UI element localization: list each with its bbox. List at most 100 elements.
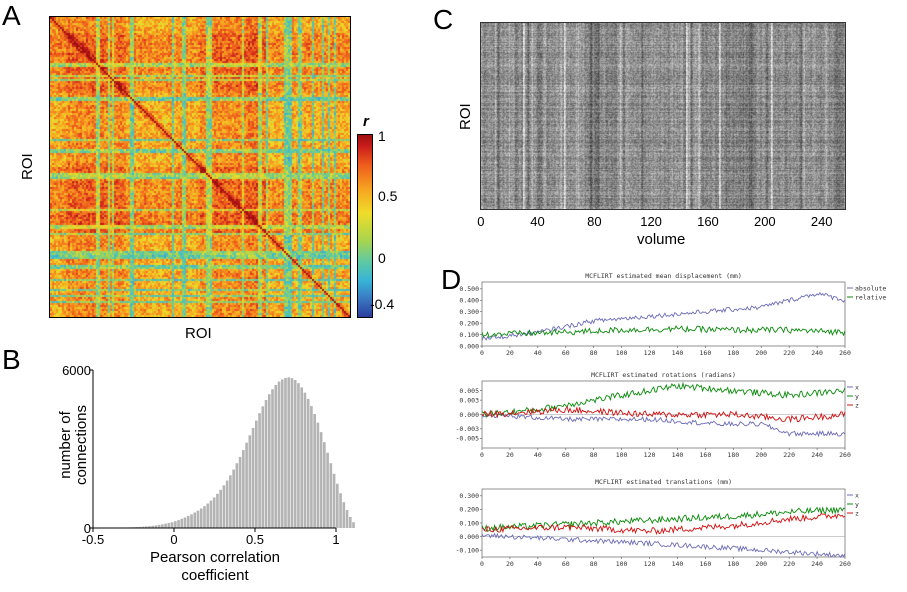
motion-plot-rotations: MCFLIRT estimated rotations (radians) 0 20…: [456, 371, 859, 459]
x-tick-label: 120: [644, 560, 656, 568]
histogram-bar: [284, 377, 287, 528]
x-tick-label: 140: [672, 451, 684, 459]
histogram-bar: [310, 406, 313, 528]
histogram-bar: [345, 510, 349, 528]
histogram-bar: [180, 518, 184, 528]
histogram-bar: [348, 516, 352, 528]
y-tick-label: 0: [84, 521, 91, 536]
y-tick-label: -0.100: [456, 547, 480, 555]
histogram-bar: [245, 442, 248, 528]
x-tick-label: 260: [839, 349, 851, 357]
histogram-bar: [238, 456, 242, 528]
x-tick-label: 0.5: [246, 532, 264, 547]
motion-plot-translations: MCFLIRT estimated translations (mm) 0 20 40…: [456, 478, 859, 568]
histogram-bar: [297, 383, 300, 528]
x-tick-label: 240: [811, 560, 823, 568]
histogram-bar: [267, 394, 271, 528]
histogram-bar: [248, 435, 252, 528]
x-tick-label: 0: [480, 451, 484, 459]
histogram-bar: [352, 522, 355, 528]
x-tick-label: 120: [644, 451, 656, 459]
x-tick-label: 80: [590, 451, 598, 459]
panel-letter-c: C: [433, 4, 454, 35]
histogram-bar: [329, 463, 333, 528]
histogram-bar: [193, 512, 197, 528]
y-tick-label: 0.003: [459, 396, 479, 404]
panel-letter-b: B: [2, 344, 21, 375]
y-tick-label: 0.100: [459, 331, 479, 339]
x-tick-label: 140: [672, 349, 684, 357]
x-tick-label: 100: [616, 560, 628, 568]
histogram-ylabel: connections: [73, 405, 90, 485]
histogram-bar: [157, 524, 161, 528]
x-tick-label: 60: [562, 349, 570, 357]
carpet-xlabel: volume: [637, 231, 686, 248]
y-tick-label: 6000: [62, 363, 91, 378]
x-tick-label: 80: [590, 349, 598, 357]
carpet-xtick: 160: [697, 214, 719, 229]
carpet-xtick: 120: [640, 214, 662, 229]
histogram-bar: [242, 450, 245, 528]
y-tick-label: -0.005: [456, 435, 480, 443]
histogram-bar: [196, 510, 200, 528]
y-tick-label: 0.300: [459, 308, 479, 316]
x-tick-label: 240: [811, 349, 823, 357]
histogram-bar: [154, 525, 158, 528]
x-tick-label: 120: [644, 349, 656, 357]
histogram-bar: [306, 398, 310, 528]
histogram-bar: [216, 493, 219, 528]
histogram-bar: [326, 452, 329, 528]
x-tick-label: 220: [783, 451, 795, 459]
x-tick-label: 60: [562, 560, 570, 568]
x-tick-label: 220: [783, 560, 795, 568]
histogram-bar: [229, 475, 232, 528]
y-tick-label: 0.000: [459, 411, 479, 419]
y-tick-label: 0.000: [459, 533, 479, 541]
histogram-bar: [271, 389, 274, 528]
histogram-bar: [274, 385, 278, 528]
x-tick-label: 200: [755, 451, 767, 459]
histogram-bar: [232, 469, 235, 528]
x-tick-label: 0: [170, 532, 177, 547]
histogram-bar: [177, 520, 180, 528]
x-tick-label: 0: [480, 560, 484, 568]
y-tick-label: 0.000: [459, 342, 479, 350]
x-tick-label: 180: [727, 560, 739, 568]
carpet-xtick: 0: [477, 214, 485, 229]
x-tick-label: 160: [700, 560, 712, 568]
histogram-bar: [222, 485, 226, 528]
histogram-ylabel: number of: [57, 410, 74, 478]
histogram-bar: [183, 517, 187, 528]
histogram-bar: [336, 483, 339, 528]
series-line-x: [481, 412, 846, 438]
histogram-bar: [186, 515, 190, 528]
y-tick-label: 0.200: [459, 506, 479, 514]
carpet-xtick: 200: [753, 214, 776, 229]
legend-label: y: [855, 392, 859, 400]
histogram-bar: [342, 502, 346, 528]
colorbar-tick: -0.4: [370, 296, 395, 312]
x-tick-label: 160: [700, 349, 712, 357]
x-tick-label: 100: [616, 349, 628, 357]
colorbar-tick: 0.5: [378, 188, 398, 204]
x-tick-label: 20: [506, 451, 514, 459]
y-tick-label: 0.200: [459, 319, 479, 327]
histogram-bar: [161, 524, 164, 528]
colorbar-tick: 0: [378, 250, 386, 266]
histogram-bar: [313, 413, 316, 528]
x-tick-label: 20: [506, 349, 514, 357]
histogram-xlabel: coefficient: [181, 567, 249, 584]
x-tick-label: 160: [700, 451, 712, 459]
y-tick-label: 0.300: [459, 492, 479, 500]
y-tick-label: 0.500: [459, 285, 479, 293]
histogram-bar: [264, 400, 268, 528]
histogram-bar: [144, 526, 148, 528]
histogram-xlabel: Pearson correlation: [150, 549, 280, 566]
x-tick-label: 180: [727, 349, 739, 357]
plot-title: MCFLIRT estimated mean displacement (mm): [585, 272, 742, 280]
series-line-x: [481, 532, 846, 558]
legend-label: relative: [855, 293, 886, 301]
x-tick-label: 240: [811, 451, 823, 459]
x-tick-label: 1: [332, 532, 339, 547]
